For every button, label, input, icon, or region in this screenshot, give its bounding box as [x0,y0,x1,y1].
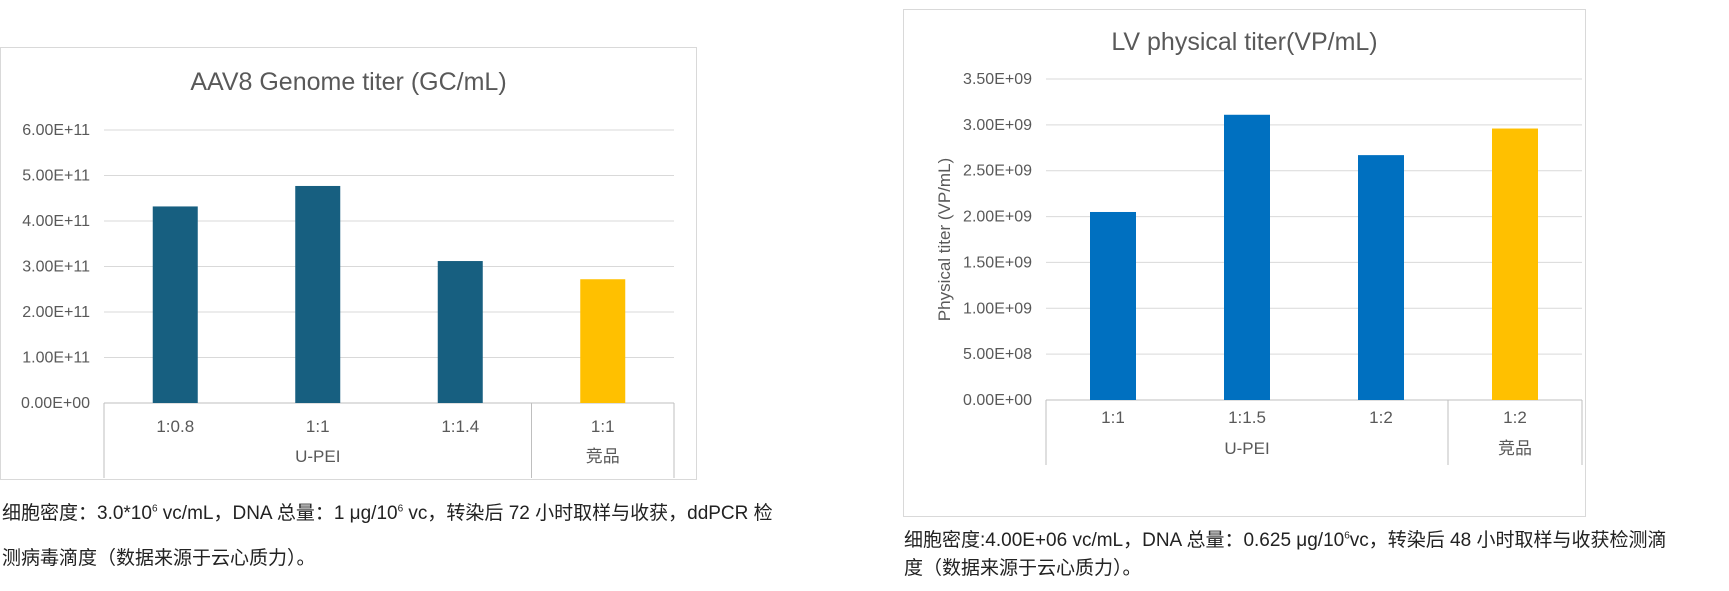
y-axis-label: Physical titer (VP/mL) [935,158,954,321]
y-tick-label: 2.00E+09 [963,209,1032,226]
chart-title: AAV8 Genome titer (GC/mL) [190,68,507,96]
x-category-label: 1:0.8 [156,417,194,436]
y-tick-label: 2.00E+11 [22,304,90,321]
caption-superscript: 6 [1344,530,1350,542]
x-group-label: 竞品 [586,447,620,466]
bar [295,185,341,403]
figure-caption-left: 细胞密度：3.0*106 vc/mL，DNA 总量：1 μg/106 vc，转染… [2,503,882,571]
caption-superscript: 6 [397,503,404,515]
chart-canvas-lv: 0.00E+00 5.00E+08 1.00E+09 1.50E+09 2.00E+09… [935,71,1583,465]
bar [1358,155,1404,400]
chart-canvas-aav8: 0.00E+00 1.00E+11 2.00E+11 3.00E+11 4.00E+11… [21,122,675,478]
y-tick-label: 0.00E+00 [21,395,90,412]
y-tick-label: 5.00E+11 [22,168,90,185]
caption-superscript: 6 [151,503,158,515]
chart-title: LV physical titer(VP/mL) [1111,28,1378,56]
y-tick-label: 4.00E+11 [22,213,90,230]
caption-text: vc/mL，DNA 总量：1 μg/10 [157,503,398,524]
x-category-label: 1:1.4 [441,417,479,436]
y-tick-label: 5.00E+08 [963,346,1032,363]
caption-text: 度（数据来源于云心质力）。 [904,557,1142,579]
bar [152,206,198,403]
bar [1492,128,1538,401]
y-tick-label: 0.00E+00 [963,392,1032,409]
x-category-label: 1:1 [591,417,615,436]
y-tick-label: 1.00E+09 [963,300,1032,317]
caption-text: 细胞密度：3.0*10 [2,503,152,524]
x-category-label: 1:1 [306,417,330,436]
y-tick-label: 3.00E+09 [963,117,1032,134]
y-tick-label: 1.00E+11 [22,350,90,367]
y-tick-label: 3.00E+11 [22,259,90,276]
x-group-label: U-PEI [1224,439,1269,458]
caption-text: vc，转染后 48 小时取样与收获检测滴 [1349,530,1667,551]
y-tick-label: 2.50E+09 [963,163,1032,180]
y-tick-label: 1.50E+09 [963,254,1032,271]
bar [580,279,626,403]
x-category-label: 1:1 [1101,408,1125,427]
x-category-label: 1:2 [1369,408,1393,427]
bar [1090,211,1136,400]
x-group-label: 竞品 [1498,439,1532,458]
x-category-label: 1:2 [1503,408,1527,427]
chart-panel-aav8: AAV8 Genome titer (GC/mL) 0.00E+00 1.00E+… [0,47,697,480]
bar [437,261,483,403]
x-category-label: 1:1.5 [1228,408,1266,427]
caption-text: vc，转染后 72 小时取样与收获，ddPCR 检 [403,503,773,524]
y-tick-label: 3.50E+09 [963,71,1032,88]
figure-caption-right: 细胞密度:4.00E+06 vc/mL，DNA 总量：0.625 μg/106v… [904,530,1729,581]
caption-text: 细胞密度:4.00E+06 vc/mL，DNA 总量：0.625 μg/10 [904,530,1345,551]
y-tick-label: 6.00E+11 [22,122,90,139]
caption-text: 测病毒滴度（数据来源于云心质力）。 [2,547,316,569]
x-group-label: U-PEI [295,447,340,466]
bar [1224,114,1270,401]
chart-panel-lv: LV physical titer(VP/mL) 0.00E+00 5.00E+0… [903,9,1586,517]
